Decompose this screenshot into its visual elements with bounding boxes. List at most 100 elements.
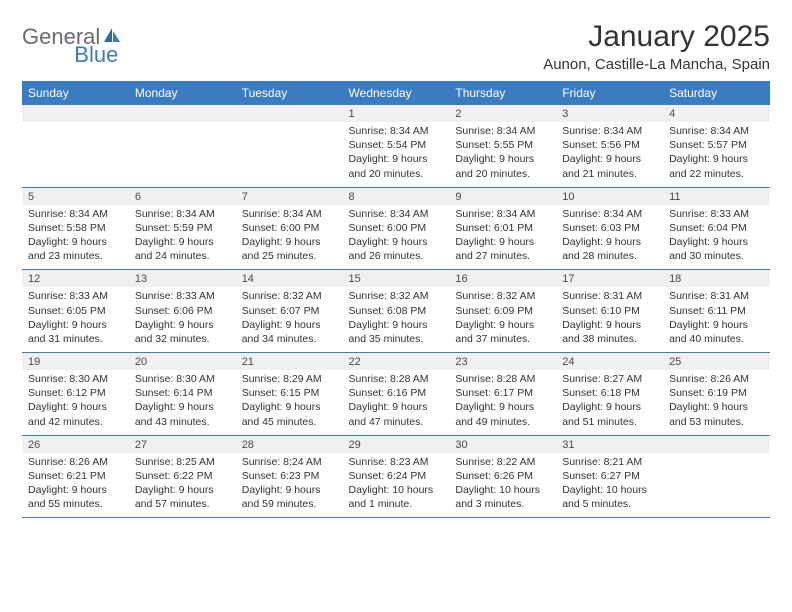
day-info-cell: Sunrise: 8:22 AMSunset: 6:26 PMDaylight:… [449,453,556,518]
day-number-cell: 17 [556,270,663,288]
day-number-cell: 24 [556,353,663,371]
day-number-cell: 1 [343,105,450,122]
day-info-line: Sunrise: 8:34 AM [349,124,444,138]
day-info-line: Daylight: 9 hours and 22 minutes. [669,152,764,180]
day-info-line: Sunrise: 8:24 AM [242,455,337,469]
title-block: January 2025 Aunon, Castille-La Mancha, … [543,20,770,73]
day-info-line: Sunset: 6:18 PM [562,386,657,400]
day-info-line: Sunset: 6:10 PM [562,304,657,318]
day-info-line: Sunrise: 8:30 AM [28,372,123,386]
day-info-line: Daylight: 9 hours and 20 minutes. [349,152,444,180]
day-number-cell: 25 [663,353,770,371]
day-info-cell: Sunrise: 8:34 AMSunset: 5:58 PMDaylight:… [22,205,129,270]
day-info-cell: Sunrise: 8:34 AMSunset: 6:00 PMDaylight:… [236,205,343,270]
day-info-cell: Sunrise: 8:30 AMSunset: 6:12 PMDaylight:… [22,370,129,435]
day-info-line: Daylight: 9 hours and 57 minutes. [135,483,230,511]
day-info-line: Sunset: 5:57 PM [669,138,764,152]
day-info-line: Daylight: 9 hours and 32 minutes. [135,318,230,346]
day-info-cell: Sunrise: 8:32 AMSunset: 6:09 PMDaylight:… [449,287,556,352]
day-info-line: Daylight: 9 hours and 21 minutes. [562,152,657,180]
day-info-line: Sunrise: 8:34 AM [135,207,230,221]
day-info-line: Sunset: 6:08 PM [349,304,444,318]
day-number-cell: 3 [556,105,663,122]
day-info-line: Sunrise: 8:33 AM [28,289,123,303]
weekday-header: Saturday [663,81,770,105]
day-info-cell: Sunrise: 8:28 AMSunset: 6:16 PMDaylight:… [343,370,450,435]
day-number-row: 567891011 [22,187,770,205]
day-number-cell: 13 [129,270,236,288]
day-info-line: Sunrise: 8:33 AM [669,207,764,221]
day-number-row: 262728293031 [22,435,770,453]
day-info-line: Sunset: 6:11 PM [669,304,764,318]
day-info-line: Sunset: 6:27 PM [562,469,657,483]
month-title: January 2025 [543,20,770,54]
day-info-line: Daylight: 9 hours and 26 minutes. [349,235,444,263]
day-info-cell: Sunrise: 8:34 AMSunset: 5:55 PMDaylight:… [449,122,556,187]
day-info-line: Sunset: 6:26 PM [455,469,550,483]
day-info-row: Sunrise: 8:33 AMSunset: 6:05 PMDaylight:… [22,287,770,352]
day-info-cell: Sunrise: 8:25 AMSunset: 6:22 PMDaylight:… [129,453,236,518]
day-info-line: Sunset: 6:07 PM [242,304,337,318]
day-info-cell [236,122,343,187]
day-info-line: Sunrise: 8:32 AM [455,289,550,303]
day-number-cell: 8 [343,187,450,205]
day-info-line: Sunset: 6:14 PM [135,386,230,400]
day-info-line: Sunrise: 8:29 AM [242,372,337,386]
day-number-cell [22,105,129,122]
day-info-line: Daylight: 9 hours and 31 minutes. [28,318,123,346]
day-info-row: Sunrise: 8:34 AM Sunset: 5:58 PM Daylight:… [22,205,770,270]
day-info-cell [22,122,129,187]
day-info-cell: Sunrise: 8:28 AMSunset: 6:17 PMDaylight:… [449,370,556,435]
day-info-line: Daylight: 9 hours and 28 minutes. [562,235,657,263]
day-info-line: Sunset: 6:19 PM [669,386,764,400]
day-number-row: 12131415161718 [22,270,770,288]
day-info-cell: Sunrise: 8:34 AMSunset: 5:57 PMDaylight:… [663,122,770,187]
weekday-header: Friday [556,81,663,105]
day-info-line: Sunset: 6:21 PM [28,469,123,483]
day-info-line: Sunrise: 8:34 AM [562,207,657,221]
day-info-cell: Sunrise: 8:33 AMSunset: 6:05 PMDaylight:… [22,287,129,352]
day-info-cell: Sunrise: 8:34 AMSunset: 5:59 PMDaylight:… [129,205,236,270]
day-info-line: Sunrise: 8:22 AM [455,455,550,469]
logo: General Blue [22,20,170,50]
day-info-line: Sunset: 6:04 PM [669,221,764,235]
day-info-line: Sunset: 6:16 PM [349,386,444,400]
day-info-line: Sunrise: 8:31 AM [669,289,764,303]
day-info-cell: Sunrise: 8:26 AMSunset: 6:19 PMDaylight:… [663,370,770,435]
day-info-line: Sunrise: 8:28 AM [349,372,444,386]
weekday-header: Sunday [22,81,129,105]
day-info-row: Sunrise: 8:30 AMSunset: 6:12 PMDaylight:… [22,370,770,435]
day-info-line: Daylight: 9 hours and 40 minutes. [669,318,764,346]
day-info-line: Daylight: 9 hours and 55 minutes. [28,483,123,511]
day-number-cell [129,105,236,122]
day-info-line: Sunrise: 8:23 AM [349,455,444,469]
day-info-line: Sunrise: 8:33 AM [135,289,230,303]
page-header: General Blue January 2025 Aunon, Castill… [22,20,770,73]
day-info-line: Daylight: 9 hours and 30 minutes. [669,235,764,263]
day-info-line: Daylight: 9 hours and 42 minutes. [28,400,123,428]
day-info-line: Daylight: 10 hours and 1 minute. [349,483,444,511]
day-info-line: Sunrise: 8:34 AM [455,124,550,138]
day-info-line: Sunset: 5:55 PM [455,138,550,152]
location-subtitle: Aunon, Castille-La Mancha, Spain [543,56,770,73]
logo-word-blue: Blue [74,42,118,68]
day-number-cell: 19 [22,353,129,371]
day-number-cell: 10 [556,187,663,205]
day-info-line: Sunset: 6:00 PM [349,221,444,235]
day-info-line: Daylight: 10 hours and 5 minutes. [562,483,657,511]
day-info-line: Sunset: 5:58 PM [28,221,123,235]
day-info-row: Sunrise: 8:34 AMSunset: 5:54 PMDaylight:… [22,122,770,187]
day-info-line: Sunrise: 8:34 AM [562,124,657,138]
day-info-line: Sunset: 6:03 PM [562,221,657,235]
day-info-line: Daylight: 9 hours and 59 minutes. [242,483,337,511]
day-info-cell: Sunrise: 8:32 AMSunset: 6:07 PMDaylight:… [236,287,343,352]
calendar-table: Sunday Monday Tuesday Wednesday Thursday… [22,81,770,518]
day-info-line: Daylight: 9 hours and 53 minutes. [669,400,764,428]
day-info-line: Sunrise: 8:34 AM [349,207,444,221]
day-info-line: Sunrise: 8:34 AM [242,207,337,221]
day-number-cell: 26 [22,435,129,453]
day-info-line: Daylight: 9 hours and 37 minutes. [455,318,550,346]
day-info-line: Sunset: 6:01 PM [455,221,550,235]
day-number-cell: 18 [663,270,770,288]
day-info-line: Daylight: 9 hours and 25 minutes. [242,235,337,263]
